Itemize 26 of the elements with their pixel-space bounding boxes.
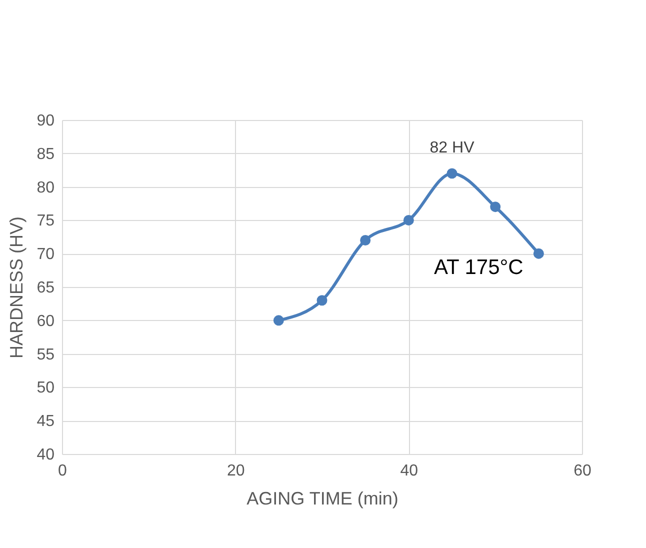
y-axis-title: HARDNESS (HV) [6,216,27,359]
y-tick-label: 40 [36,446,55,464]
point [490,202,501,212]
y-tick-label: 65 [36,280,55,296]
point [533,248,544,259]
y-tick-label: 70 [36,246,55,264]
y-tick-label: 60 [36,312,55,330]
y-tick-label: 45 [36,413,55,430]
y-tick-label: 75 [36,212,55,230]
point [403,214,414,226]
y-tick-label: 90 [36,112,55,130]
x-axis-title: AGING TIME (min) [246,488,398,508]
point [446,168,458,179]
x-tick-label: 0 [58,462,68,480]
point [316,295,328,306]
annotation: 82 HV [430,139,475,156]
x-tick-label: 60 [574,462,592,480]
point [360,235,371,246]
annotation: AT 175°C [434,256,524,279]
y-tick-label: 55 [36,346,55,364]
x-tick-label: 20 [226,462,245,480]
point [273,315,284,326]
x-tick-label: 40 [400,462,418,480]
y-tick-label: 85 [36,146,55,163]
y-tick-label: 80 [36,179,55,196]
y-tick-label: 50 [36,380,55,397]
